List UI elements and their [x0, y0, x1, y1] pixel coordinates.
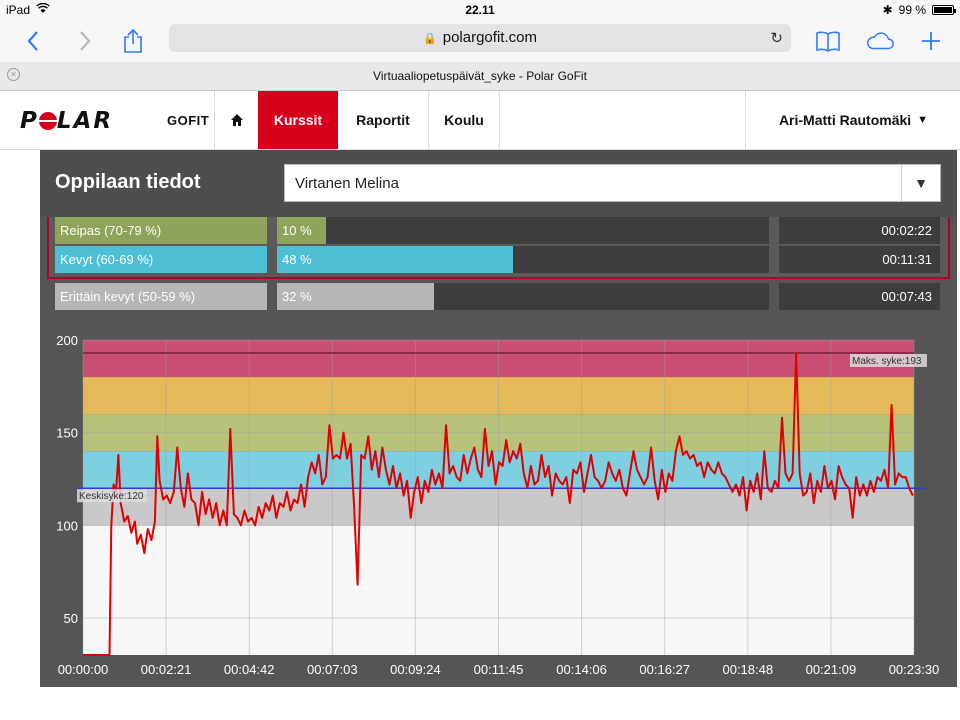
- close-tab-icon[interactable]: ✕: [7, 68, 20, 81]
- x-tick-label: 00:09:24: [390, 662, 441, 677]
- zone-time: 00:11:31: [779, 246, 940, 273]
- user-name: Ari-Matti Rautomäki: [778, 112, 912, 128]
- zone-band: [83, 377, 914, 415]
- zone-band: [83, 414, 914, 452]
- heart-rate-line: [83, 352, 914, 656]
- plus-icon: [922, 32, 940, 50]
- y-tick-label: 150: [56, 426, 78, 441]
- icloud-tabs-button[interactable]: [865, 26, 895, 56]
- zone-bar-fill: 48 %: [277, 246, 514, 273]
- chevron-left-icon: [27, 31, 38, 51]
- max-label-background: [850, 353, 927, 367]
- tab-bar: ✕ Virtuaaliopetuspäivät_syke - Polar GoF…: [0, 62, 960, 91]
- caret-down-icon: ▼: [917, 114, 929, 126]
- y-tick-label: 50: [64, 611, 78, 626]
- x-tick-label: 00:14:06: [556, 662, 607, 677]
- lock-icon: 🔒: [423, 33, 437, 45]
- address-bar[interactable]: 🔒 polargofit.com ↻: [169, 24, 791, 52]
- zone-bar-track: 48 %: [277, 246, 769, 273]
- logo-o-icon: [38, 112, 57, 130]
- zone-percent: 48 %: [282, 252, 312, 267]
- panel-header: Oppilaan tiedot Virtanen Melina ▼: [40, 150, 957, 217]
- dropdown-arrow-icon[interactable]: ▼: [901, 165, 940, 201]
- zone-label: Reipas (70-79 %): [55, 217, 267, 244]
- new-tab-button[interactable]: [916, 26, 946, 56]
- zone-bar-track: 10 %: [277, 217, 769, 244]
- zone-bar-track: 32 %: [277, 283, 769, 310]
- x-tick-label: 00:21:09: [806, 662, 857, 677]
- zone-percent: 10 %: [282, 223, 312, 238]
- x-tick-label: 00:16:27: [639, 662, 690, 677]
- average-label: Keskisyke:120: [79, 491, 144, 502]
- x-tick-label: 00:11:45: [474, 662, 524, 677]
- zone-label: Erittäin kevyt (50-59 %): [55, 283, 267, 310]
- heart-rate-chart: 00:00:00 00:02:21 00:04:42 00:07:03 00:09:24…: [40, 320, 957, 687]
- zone-time: 00:07:43: [779, 283, 940, 310]
- zone-percent: 32 %: [282, 289, 312, 304]
- status-bar: iPad 22.11 ✱ 99 %: [0, 0, 960, 20]
- x-tick-label: 00:18:48: [722, 662, 773, 677]
- max-label: Maks. syke:193: [852, 356, 922, 367]
- home-icon: [230, 114, 243, 126]
- heart-rate-chart-svg: 00:00:00 00:02:21 00:04:42 00:07:03 00:09:24…: [56, 333, 940, 677]
- zone-bar-fill: 32 %: [277, 283, 435, 310]
- nav-kurssit[interactable]: Kurssit: [258, 91, 338, 149]
- device-name: iPad: [6, 3, 31, 17]
- wifi-icon: [36, 2, 50, 17]
- chevron-right-icon: [80, 31, 91, 51]
- user-menu[interactable]: Ari-Matti Rautomäki ▼: [745, 91, 960, 149]
- battery-icon: [932, 5, 956, 15]
- zone-label: Kevyt (60-69 %): [55, 246, 267, 273]
- nav-divider: [214, 91, 215, 149]
- share-icon: [124, 28, 142, 53]
- x-tick-label: 00:07:03: [307, 662, 358, 677]
- bluetooth-icon: ✱: [882, 3, 893, 17]
- polar-logo[interactable]: P LAR: [20, 108, 114, 134]
- browser-toolbar: 🔒 polargofit.com ↻: [0, 20, 960, 62]
- x-tick-label: 00:23:30: [889, 662, 940, 677]
- page-title: Oppilaan tiedot: [55, 171, 201, 193]
- clock: 22.11: [465, 3, 495, 17]
- book-icon: [816, 31, 840, 52]
- student-panel: Oppilaan tiedot Virtanen Melina ▼ Reipas…: [40, 150, 957, 687]
- chart-plot-background: [83, 525, 914, 655]
- nav-divider: [428, 91, 429, 149]
- nav-koulu[interactable]: Koulu: [444, 112, 484, 128]
- zone-band: [83, 340, 914, 378]
- zone-bar-fill: 10 %: [277, 217, 327, 244]
- bookmarks-button[interactable]: [813, 26, 843, 56]
- x-tick-label: 00:00:00: [58, 662, 109, 677]
- zone-row: Kevyt (60-69 %) 48 % 00:11:31: [40, 246, 957, 273]
- y-tick-label: 100: [56, 518, 78, 533]
- url-text: polargofit.com: [442, 29, 537, 46]
- zone-time: 00:02:22: [779, 217, 940, 244]
- cloud-icon: [867, 32, 894, 50]
- reload-icon[interactable]: ↻: [770, 30, 783, 47]
- average-label-background: [77, 489, 147, 503]
- gofit-logo: GOFIT: [167, 113, 210, 128]
- y-tick-label: 200: [56, 333, 78, 348]
- zone-row: Reipas (70-79 %) 10 % 00:02:22: [40, 217, 957, 244]
- share-button[interactable]: [118, 26, 148, 56]
- student-select[interactable]: Virtanen Melina ▼: [284, 164, 941, 202]
- battery-percent: 99 %: [898, 3, 926, 17]
- zone-row: Erittäin kevyt (50-59 %) 32 % 00:07:43: [40, 283, 957, 310]
- nav-divider: [499, 91, 500, 149]
- nav-raportit[interactable]: Raportit: [356, 112, 410, 128]
- x-tick-label: 00:02:21: [141, 662, 192, 677]
- tab-title: Virtuaaliopetuspäivät_syke - Polar GoFit: [373, 69, 587, 83]
- home-button[interactable]: [215, 91, 258, 149]
- forward-button[interactable]: [70, 26, 100, 56]
- back-button[interactable]: [18, 26, 48, 56]
- x-tick-label: 00:04:42: [224, 662, 275, 677]
- student-select-value: Virtanen Melina: [295, 175, 399, 192]
- site-nav: P LAR GOFIT Kurssit Raportit Koulu Ari-Ma…: [0, 91, 960, 150]
